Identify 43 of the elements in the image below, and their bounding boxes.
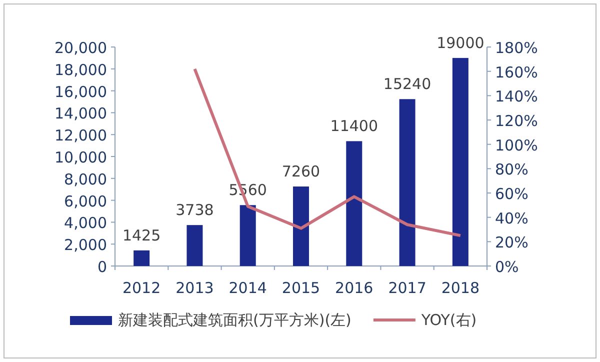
bar: [134, 250, 150, 266]
data-label: 15240: [383, 75, 432, 94]
y-tick-label: 10,000: [54, 148, 107, 166]
y2-tick-label: 0%: [495, 258, 519, 276]
y-tick-label: 8,000: [64, 170, 107, 188]
y-tick-label: 20,000: [54, 39, 107, 57]
bar: [293, 186, 309, 266]
bar: [399, 99, 416, 266]
data-label: 11400: [330, 117, 378, 136]
y-tick-label: 18,000: [54, 60, 107, 79]
x-tick-label: 2015: [282, 279, 320, 297]
y2-tick-label: 180%: [495, 39, 538, 57]
y2-tick-label: 140%: [495, 88, 538, 106]
y2-tick-label: 80%: [495, 160, 528, 179]
x-tick-label: 2016: [335, 279, 374, 297]
y-tick-label: 12,000: [54, 126, 107, 145]
y-tick-label: 6,000: [64, 192, 107, 210]
bar: [346, 141, 362, 266]
y2-tick-label: 160%: [495, 63, 538, 82]
legend-label: 新建装配式建筑面积(万平方米)(左): [118, 311, 352, 329]
data-label: 3738: [176, 201, 214, 220]
x-tick-label: 2014: [228, 279, 267, 297]
x-tick-label: 2012: [122, 279, 161, 297]
data-label: 19000: [436, 34, 484, 52]
data-label: 7260: [282, 162, 320, 181]
y2-tick-label: 20%: [495, 234, 528, 252]
y2-tick-label: 60%: [495, 185, 528, 203]
y-tick-label: 14,000: [54, 104, 107, 123]
x-tick-label: 2013: [176, 279, 214, 297]
y-tick-label: 16,000: [54, 82, 107, 101]
y-tick-label: 2,000: [64, 236, 107, 254]
data-label: 1425: [122, 226, 161, 244]
y2-tick-label: 40%: [495, 209, 528, 228]
x-tick-label: 2018: [441, 279, 480, 297]
bar: [186, 225, 203, 266]
x-tick-label: 2017: [388, 279, 426, 297]
y2-tick-label: 120%: [495, 112, 538, 130]
legend-label: YOY(右): [420, 311, 477, 329]
y-tick-label: 4,000: [64, 214, 107, 232]
y-tick-label: 0: [97, 258, 107, 276]
bar: [452, 58, 468, 266]
y2-tick-label: 100%: [495, 136, 538, 154]
bar: [240, 205, 256, 266]
